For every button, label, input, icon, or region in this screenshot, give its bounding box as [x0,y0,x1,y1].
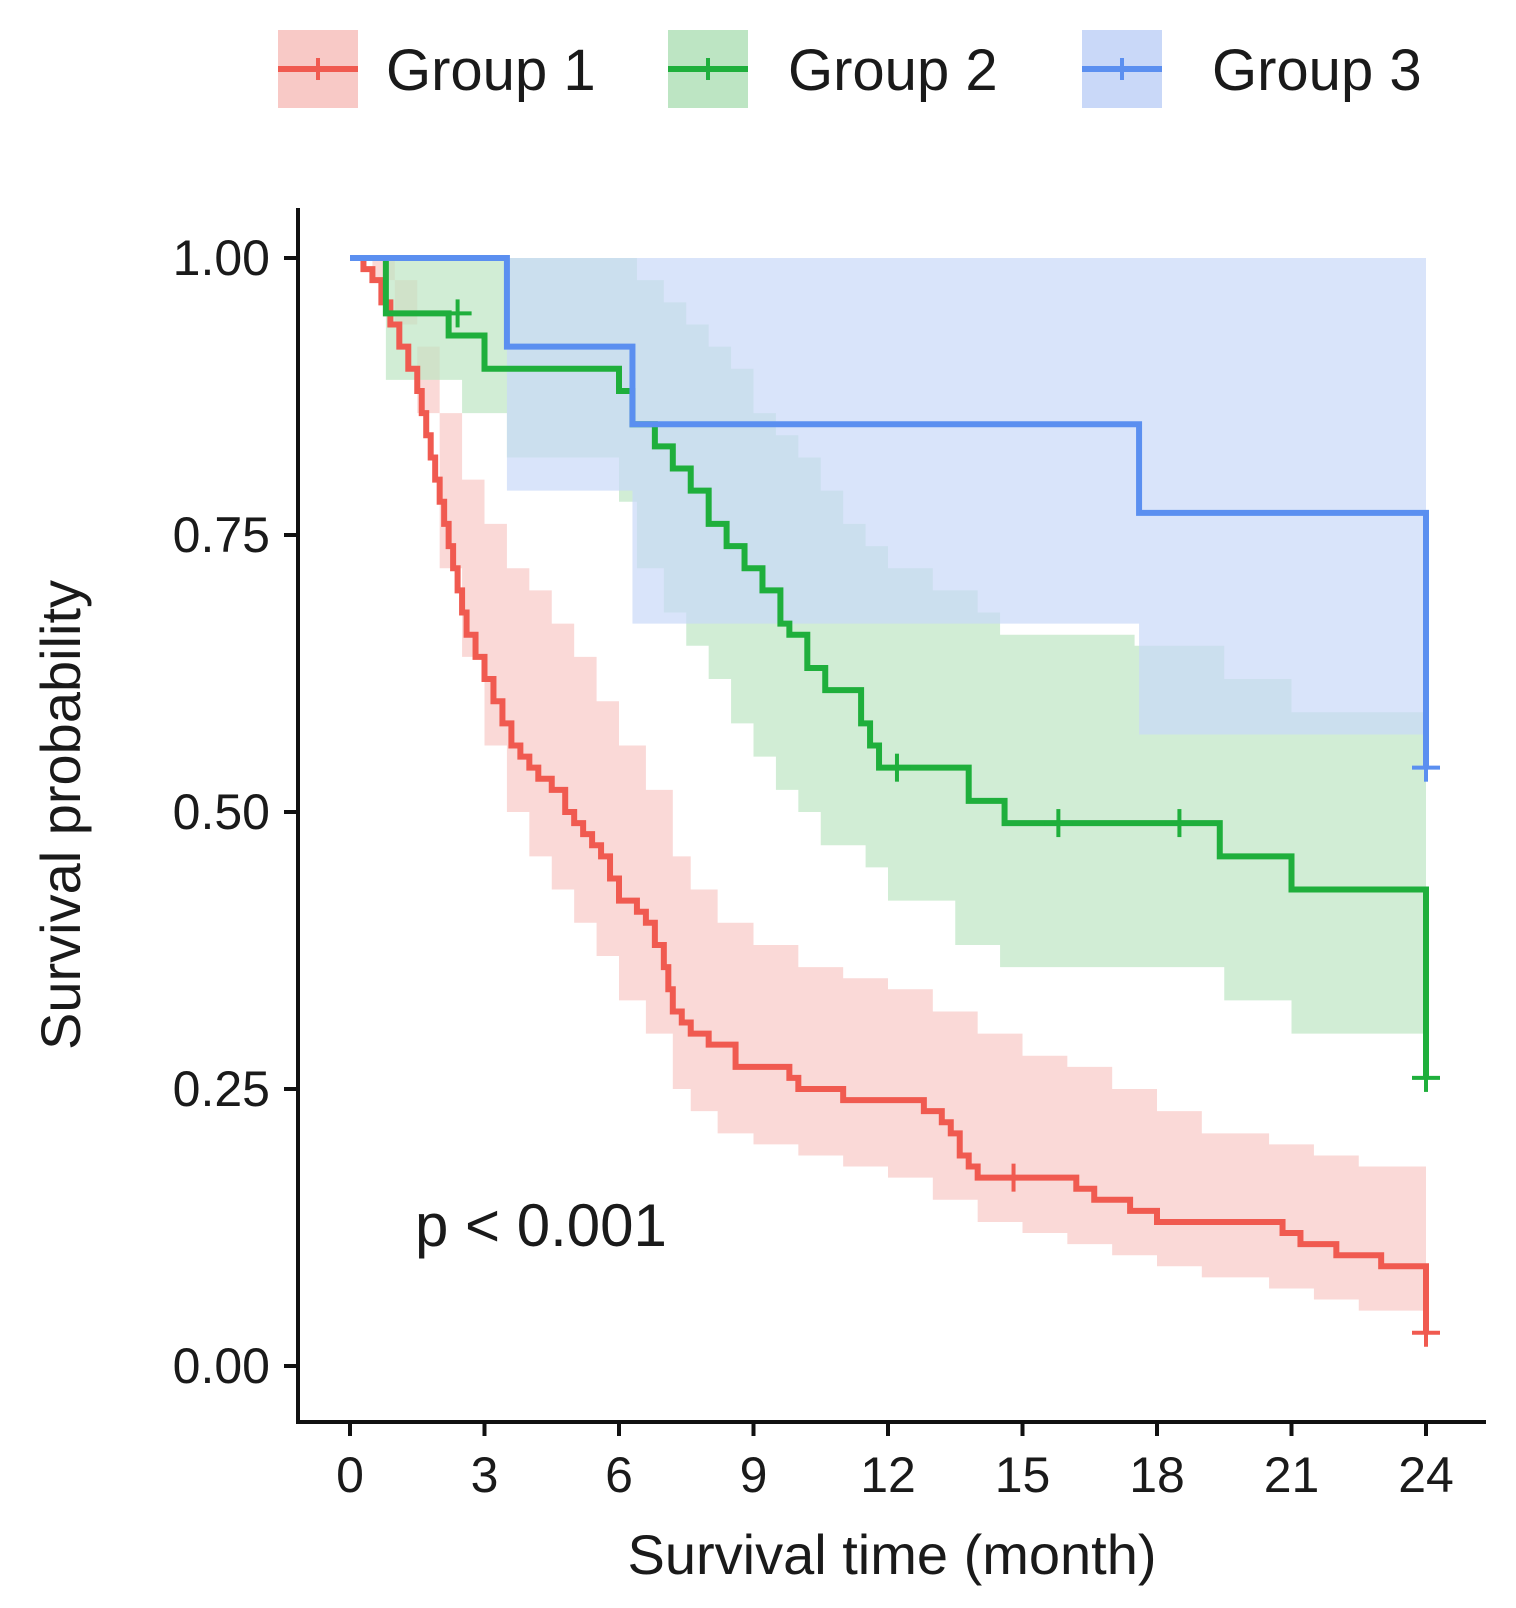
legend-label-group-3: Group 3 [1212,38,1422,103]
censor-mark-group-2-2 [1044,809,1073,838]
legend-item-group-2[interactable]: Group 2 [668,30,998,108]
x-tick-label: 3 [471,1447,499,1503]
y-tick-label: 0.00 [173,1338,270,1394]
x-axis-ticks: 0 3 6 9 12 15 18 21 24 [336,1422,1454,1503]
censor-marks [443,299,1440,1347]
censor-mark-group-1-0 [999,1163,1028,1192]
y-axis-ticks: 0.00 0.25 0.50 0.75 1.00 [173,230,298,1394]
censor-mark-group-2-1 [882,753,911,782]
legend-item-group-1[interactable]: Group 1 [278,30,596,108]
legend-item-group-3[interactable]: Group 3 [1082,30,1422,108]
curve-group-2[interactable] [350,255,1429,1078]
x-tick-label: 24 [1398,1447,1454,1503]
y-tick-label: 0.50 [173,784,270,840]
censor-mark-group-3-0 [1412,753,1440,782]
x-tick-label: 12 [860,1447,916,1503]
confidence-bands [350,258,1426,1311]
survival-curves [350,255,1429,1333]
x-tick-label: 6 [605,1447,633,1503]
y-axis-title: Survival probability [29,580,92,1050]
curve-group-1[interactable] [350,255,1429,1333]
censor-mark-group-1-1 [1412,1318,1440,1347]
x-axis-title: Survival time (month) [627,1523,1156,1586]
x-tick-label: 18 [1129,1447,1185,1503]
legend-label-group-2: Group 2 [788,38,998,103]
x-tick-label: 9 [740,1447,768,1503]
censor-mark-group-2-4 [1412,1063,1440,1092]
curve-group-3[interactable] [350,255,1429,768]
y-tick-label: 0.75 [173,507,270,563]
x-tick-label: 15 [995,1447,1051,1503]
x-tick-label: 0 [336,1447,364,1503]
censor-mark-group-2-0 [443,299,472,328]
y-tick-label: 0.25 [173,1061,270,1117]
p-value-annotation: p < 0.001 [415,1192,667,1259]
legend-label-group-1: Group 1 [386,38,596,103]
censor-mark-group-2-3 [1165,809,1194,838]
x-tick-label: 21 [1264,1447,1320,1503]
legend: Group 1 Group 2 Group 3 [278,30,1422,108]
y-tick-label: 1.00 [173,230,270,286]
